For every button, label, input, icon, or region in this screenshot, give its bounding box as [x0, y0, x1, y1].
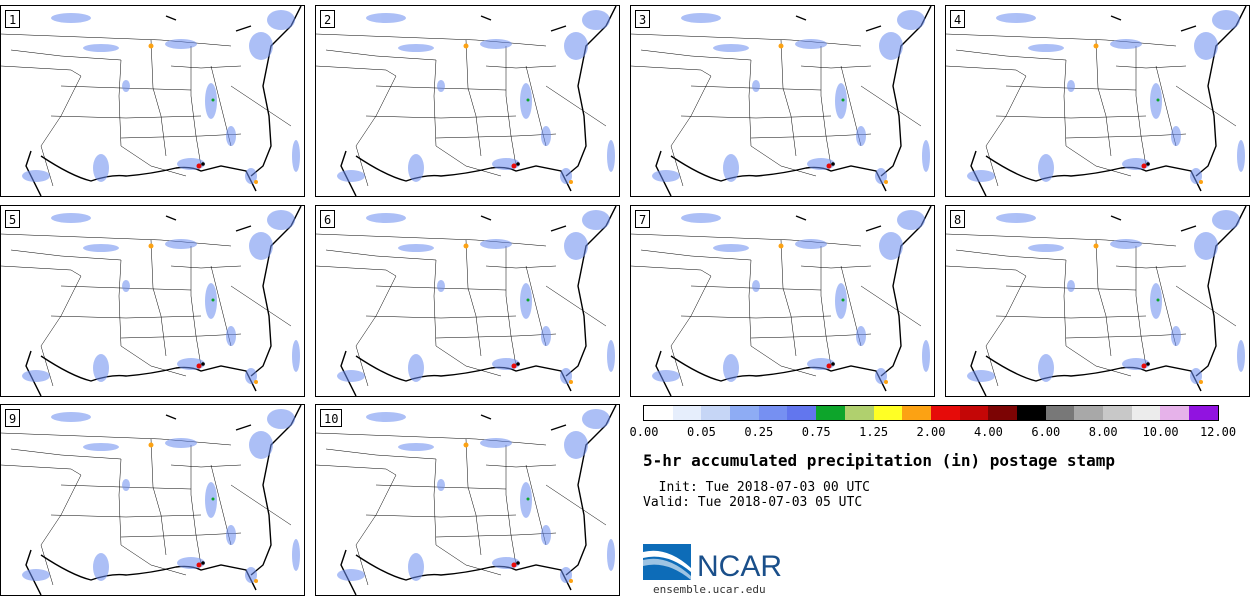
precip-map: [1, 405, 302, 595]
colorbar-swatch: [787, 406, 817, 420]
member-number-label: 6: [320, 210, 336, 228]
precip-map: [316, 405, 617, 595]
map-panel: 9: [0, 404, 305, 596]
ncar-logo: NCAR: [643, 544, 782, 582]
ncar-logo-text: NCAR: [697, 550, 782, 582]
colorbar-tick-label: 12.00: [1199, 425, 1237, 439]
map-panel: 5: [0, 205, 305, 397]
colorbar-tick-label: 2.00: [916, 425, 946, 439]
colorbar-swatch: [1160, 406, 1190, 420]
colorbar-swatch: [988, 406, 1017, 420]
colorbar-swatch: [930, 406, 960, 420]
ensemble-url: ensemble.ucar.edu: [653, 583, 766, 596]
member-number-label: 3: [635, 10, 651, 28]
member-number-label: 9: [5, 409, 21, 427]
map-title: 5-hr accumulated precipitation (in) post…: [643, 451, 1116, 470]
colorbar-swatch: [902, 406, 931, 420]
colorbar-tick-label: 0.05: [686, 425, 716, 439]
precip-map: [946, 206, 1247, 396]
colorbar-tick-label: 8.00: [1088, 425, 1118, 439]
member-number-label: 10: [320, 409, 343, 427]
colorbar-swatch: [644, 406, 673, 420]
map-panel: 7: [630, 205, 935, 397]
map-panel: 10: [315, 404, 620, 596]
precip-colorbar: [643, 405, 1219, 421]
colorbar-swatch: [844, 406, 874, 420]
member-number-label: 8: [950, 210, 966, 228]
colorbar-swatch: [873, 406, 903, 420]
colorbar-tick-label: 6.00: [1031, 425, 1061, 439]
colorbar-swatch: [672, 406, 702, 420]
member-number-label: 4: [950, 10, 966, 28]
colorbar-tick-label: 0.75: [801, 425, 831, 439]
colorbar-tick-label: 1.25: [859, 425, 889, 439]
member-number-label: 7: [635, 210, 651, 228]
colorbar-tick-label: 10.00: [1142, 425, 1179, 439]
precip-map: [316, 6, 617, 196]
map-panel: 8: [945, 205, 1250, 397]
map-panel: 1: [0, 5, 305, 197]
map-panel: 6: [315, 205, 620, 397]
colorbar-swatch: [1103, 406, 1132, 420]
colorbar-swatch: [1045, 406, 1075, 420]
colorbar-swatch: [816, 406, 845, 420]
colorbar-tick-label: 0.25: [744, 425, 774, 439]
map-panel: 2: [315, 5, 620, 197]
precip-map: [631, 206, 932, 396]
colorbar-swatch: [959, 406, 989, 420]
colorbar-swatch: [730, 406, 759, 420]
precip-map: [1, 206, 302, 396]
precip-map: [631, 6, 932, 196]
member-number-label: 2: [320, 10, 336, 28]
valid-time: Valid: Tue 2018-07-03 05 UTC: [643, 495, 863, 510]
colorbar-tick-label: 4.00: [973, 425, 1003, 439]
member-number-label: 5: [5, 210, 21, 228]
colorbar-swatch: [701, 406, 731, 420]
member-number-label: 1: [5, 10, 21, 28]
colorbar-swatch: [1016, 406, 1046, 420]
colorbar-swatch: [1189, 406, 1218, 420]
map-panel: 4: [945, 5, 1250, 197]
colorbar-swatch: [1131, 406, 1161, 420]
init-time: Init: Tue 2018-07-03 00 UTC: [643, 480, 870, 495]
colorbar-swatch: [758, 406, 788, 420]
colorbar-swatch: [1074, 406, 1103, 420]
map-panel: 3: [630, 5, 935, 197]
colorbar-tick-label: 0.00: [629, 425, 659, 439]
precip-map: [1, 6, 302, 196]
precip-map: [316, 206, 617, 396]
precip-map: [946, 6, 1247, 196]
